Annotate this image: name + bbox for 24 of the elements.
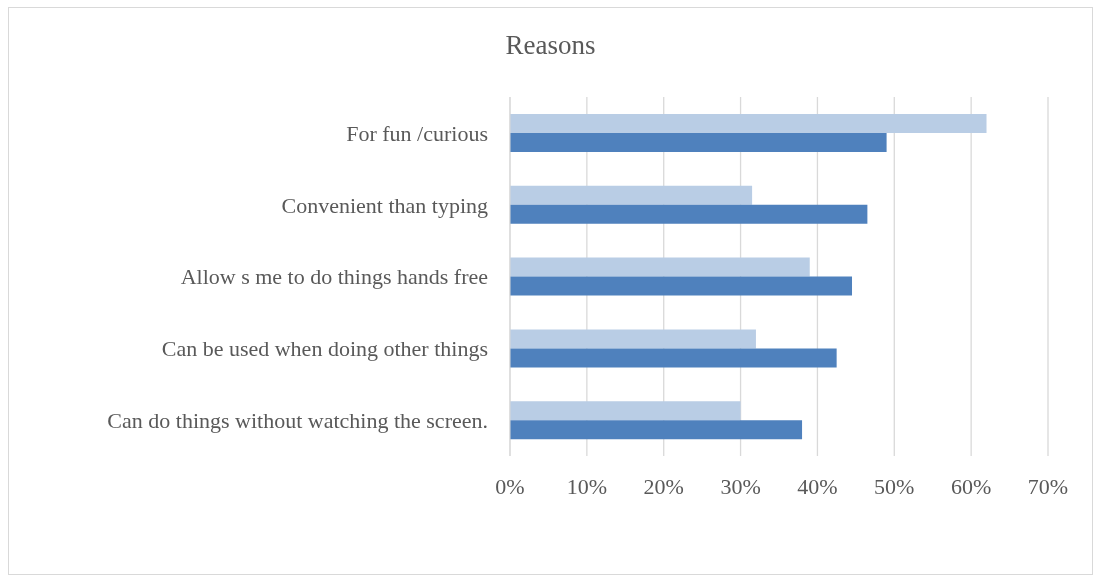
x-tick-label: 60% [950,473,992,499]
bar [510,348,837,368]
bar [510,185,753,205]
x-tick-label: 20% [643,473,684,499]
y-tick-label: Convenient than typing [281,192,488,218]
bar [510,329,756,349]
y-tick-label: For fun /curious [346,120,488,146]
x-tick-label: 30% [720,473,761,499]
y-tick-label: Can be used when doing other things [161,336,488,362]
bar [510,257,810,277]
bar [510,114,987,133]
y-tick-label: Allow s me to do things hands free [180,264,488,290]
y-tick-label: Can do things without watching the screen. [107,407,488,433]
bar [510,133,887,152]
x-tick-label: 40% [797,473,838,499]
bar [510,420,803,440]
x-tick-label: 50% [874,473,915,499]
bar [510,204,868,224]
bar [510,276,853,296]
x-tick-label: 0% [495,473,525,499]
bar [510,401,741,421]
x-tick-label: 70% [1027,473,1069,499]
x-tick-label: 10% [566,473,608,499]
chart-title: Reasons [504,30,597,61]
